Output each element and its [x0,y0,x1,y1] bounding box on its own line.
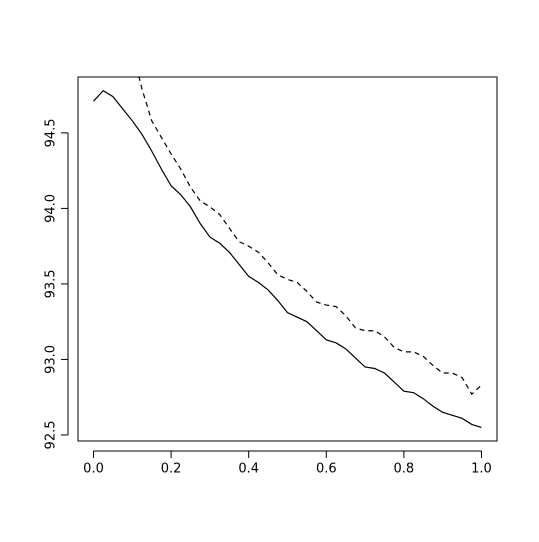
plot-box [77,76,498,442]
x-tick-label: 0.0 [83,462,104,477]
data-line [93,89,482,428]
plot-area [93,77,482,428]
y-tick-label: 93.5 [44,269,59,298]
y-tick-label: 94.0 [44,194,59,223]
y-tick-label: 92.5 [44,420,59,449]
x-tick-label: 0.8 [394,462,415,477]
x-tick-label: 0.6 [316,462,337,477]
x-tick-label: 0.4 [238,462,259,477]
y-tick-label: 94.5 [44,118,59,147]
x-tick-label: 1.0 [471,462,492,477]
y-tick-label: 93.0 [44,345,59,374]
x-tick-label: 0.2 [161,462,182,477]
data-line [138,77,482,396]
